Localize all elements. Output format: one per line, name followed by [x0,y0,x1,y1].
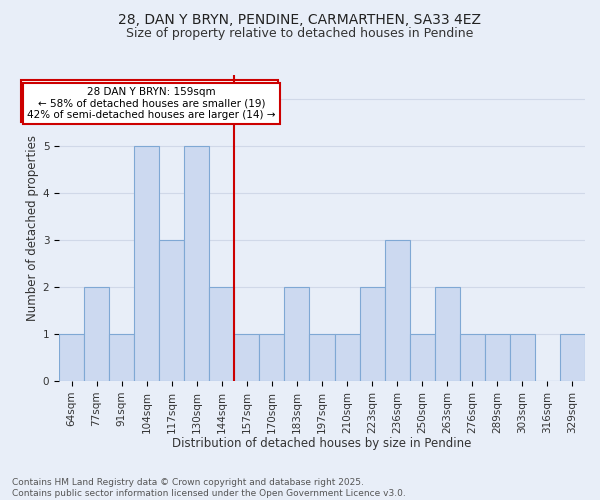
Bar [359,287,385,381]
Bar [385,240,410,381]
Bar [510,334,535,381]
Bar [460,334,485,381]
Bar [284,287,310,381]
Bar [235,334,259,381]
Bar [410,334,435,381]
Text: Contains HM Land Registry data © Crown copyright and database right 2025.
Contai: Contains HM Land Registry data © Crown c… [12,478,406,498]
Bar [159,240,184,381]
Y-axis label: Number of detached properties: Number of detached properties [26,135,38,321]
Bar [435,287,460,381]
Bar [259,334,284,381]
Bar [84,287,109,381]
Bar [335,334,359,381]
Bar [560,334,585,381]
Bar [184,146,209,381]
Text: 28, DAN Y BRYN, PENDINE, CARMARTHEN, SA33 4EZ: 28, DAN Y BRYN, PENDINE, CARMARTHEN, SA3… [119,12,482,26]
Bar [485,334,510,381]
Text: 28 DAN Y BRYN: 159sqm
← 58% of detached houses are smaller (19)
42% of semi-deta: 28 DAN Y BRYN: 159sqm ← 58% of detached … [28,87,276,120]
Bar [134,146,159,381]
X-axis label: Distribution of detached houses by size in Pendine: Distribution of detached houses by size … [172,437,472,450]
Bar [310,334,335,381]
Bar [209,287,235,381]
Text: 28 DAN Y BRYN: 159sqm
← 58% of detached houses are smaller (19)
42% of semi-deta: 28 DAN Y BRYN: 159sqm ← 58% of detached … [26,84,274,117]
Bar [109,334,134,381]
Bar [59,334,84,381]
Text: Size of property relative to detached houses in Pendine: Size of property relative to detached ho… [127,28,473,40]
